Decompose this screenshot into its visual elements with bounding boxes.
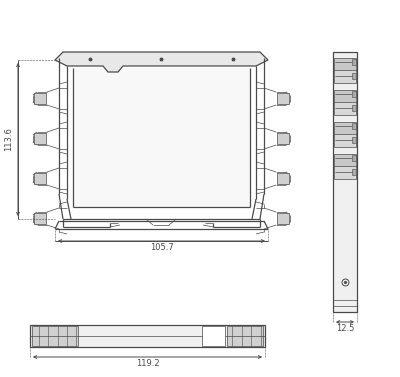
Polygon shape [352,91,356,97]
Polygon shape [55,52,268,72]
Polygon shape [352,104,356,110]
Polygon shape [34,93,46,104]
Polygon shape [34,133,46,144]
Polygon shape [334,90,356,103]
Polygon shape [333,52,357,312]
Polygon shape [352,136,356,143]
Polygon shape [30,325,265,347]
Polygon shape [334,102,356,115]
Polygon shape [34,173,46,184]
Polygon shape [334,134,356,147]
Polygon shape [34,213,46,224]
Polygon shape [277,173,289,184]
Polygon shape [352,169,356,175]
Text: 105.7: 105.7 [150,243,173,252]
Text: 12.5: 12.5 [336,324,354,333]
Polygon shape [352,123,356,129]
Polygon shape [352,72,356,78]
Polygon shape [334,70,356,83]
Polygon shape [227,326,263,346]
Polygon shape [334,122,356,135]
Polygon shape [277,213,289,224]
Polygon shape [202,326,225,346]
Polygon shape [352,155,356,161]
Polygon shape [352,59,356,65]
Polygon shape [277,93,289,104]
Text: 113.6: 113.6 [4,127,13,152]
Polygon shape [32,326,78,346]
Polygon shape [334,166,356,179]
Polygon shape [277,133,289,144]
Polygon shape [73,68,250,207]
Text: 119.2: 119.2 [136,359,159,368]
Polygon shape [334,154,356,167]
Polygon shape [334,58,356,71]
